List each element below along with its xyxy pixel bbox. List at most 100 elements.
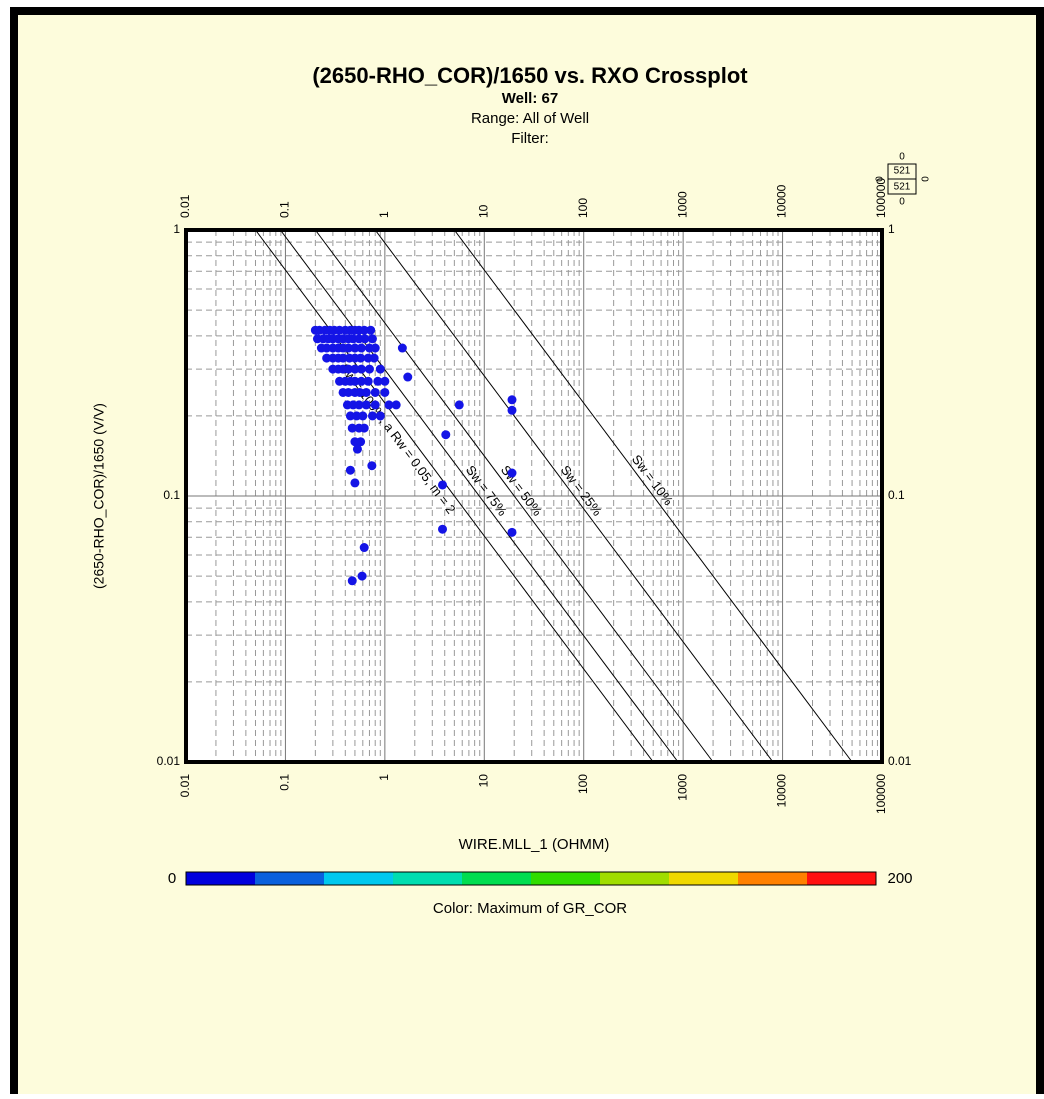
x-tick-label-top: 10000: [775, 184, 789, 218]
point: [370, 387, 380, 397]
saturation-line: [374, 229, 774, 763]
point: [367, 461, 377, 471]
y-tick-label-right: 0.1: [888, 488, 905, 502]
x-tick-label-top: 0.01: [178, 194, 192, 218]
count: 0: [899, 197, 905, 208]
x-tick-label: 1000: [675, 774, 689, 801]
x-tick-label: 100: [576, 774, 590, 794]
x-tick-label-top: 100000: [874, 178, 888, 218]
colorbar-segment: [255, 872, 325, 885]
point: [366, 325, 376, 335]
saturation-line: [255, 229, 654, 763]
point: [375, 364, 385, 374]
point: [350, 343, 360, 353]
point: [507, 405, 517, 415]
x-tick-label-top: 1: [377, 211, 391, 218]
count: 0: [899, 152, 905, 163]
point: [359, 543, 369, 553]
count: 521: [894, 166, 911, 177]
point: [361, 400, 371, 410]
point: [361, 387, 371, 397]
colorbar-segment: [531, 872, 601, 885]
point: [370, 343, 380, 353]
point: [507, 468, 517, 478]
point: [384, 400, 394, 410]
x-tick-label-top: 100: [576, 198, 590, 218]
point: [357, 571, 367, 581]
subtitle: Range: All of Well: [471, 110, 589, 127]
count: 0: [918, 176, 929, 182]
y-axis-label: (2650-RHO_COR)/1650 (V/V): [91, 403, 107, 589]
point: [355, 387, 365, 397]
point: [338, 353, 348, 363]
y-tick-label: 0.1: [163, 488, 180, 502]
subtitle: Filter:: [511, 130, 549, 147]
point: [373, 376, 383, 386]
point: [356, 376, 366, 386]
point: [359, 325, 369, 335]
point: [358, 411, 368, 421]
y-tick-label: 1: [173, 222, 180, 236]
x-tick-label-top: 0.1: [278, 201, 292, 218]
colorbar-segment: [600, 872, 670, 885]
saturation-line: [314, 229, 714, 763]
y-tick-label-right: 1: [888, 222, 895, 236]
point: [343, 343, 353, 353]
x-axis-label: WIRE.MLL_1 (OHMM): [459, 836, 610, 853]
colorbar-segment: [324, 872, 394, 885]
point: [356, 364, 366, 374]
subtitle: Well: 67: [502, 90, 558, 107]
count: 521: [894, 182, 911, 193]
point: [350, 478, 360, 488]
point: [356, 437, 366, 447]
saturation-line: [453, 229, 853, 763]
chart-title: (2650-RHO_COR)/1650 vs. RXO Crossplot: [312, 63, 748, 88]
point: [345, 411, 355, 421]
point: [441, 430, 451, 440]
point: [367, 334, 377, 344]
point: [360, 334, 370, 344]
x-tick-label-top: 10: [476, 204, 490, 218]
point: [507, 527, 517, 537]
y-tick-label-right: 0.01: [888, 754, 912, 768]
point: [359, 423, 369, 433]
point: [350, 376, 360, 386]
x-tick-label-top: 1000: [675, 191, 689, 218]
point: [375, 411, 385, 421]
point: [391, 400, 401, 410]
colorbar-segment: [669, 872, 739, 885]
point: [356, 353, 366, 363]
x-tick-label: 10000: [775, 774, 789, 808]
saturation-line: [279, 229, 679, 763]
point: [356, 343, 366, 353]
point: [380, 376, 390, 386]
point: [370, 400, 380, 410]
point: [403, 372, 413, 382]
x-tick-label: 100000: [874, 774, 888, 814]
point: [363, 376, 373, 386]
y-tick-label: 0.01: [157, 754, 181, 768]
point: [507, 395, 517, 405]
point: [369, 353, 379, 363]
colorbar-segment: [462, 872, 532, 885]
point: [322, 353, 332, 363]
point: [454, 400, 464, 410]
point: [352, 444, 362, 454]
count: 0: [875, 176, 886, 182]
count-legend: 0 521 521 0 0 0: [875, 152, 930, 208]
x-tick-label: 0.1: [278, 774, 292, 791]
colorbar-segment: [807, 872, 877, 885]
plot-frame: [184, 228, 884, 764]
colorbar-label: Color: Maximum of GR_COR: [433, 900, 627, 917]
point: [352, 411, 362, 421]
point: [343, 364, 353, 374]
point: [438, 480, 448, 490]
point: [354, 400, 364, 410]
colorbar-segment: [393, 872, 463, 885]
colorbar-min: 0: [168, 870, 176, 887]
colorbar-max: 200: [887, 870, 912, 887]
x-tick-label: 10: [476, 774, 490, 788]
point: [322, 343, 332, 353]
point: [345, 465, 355, 475]
